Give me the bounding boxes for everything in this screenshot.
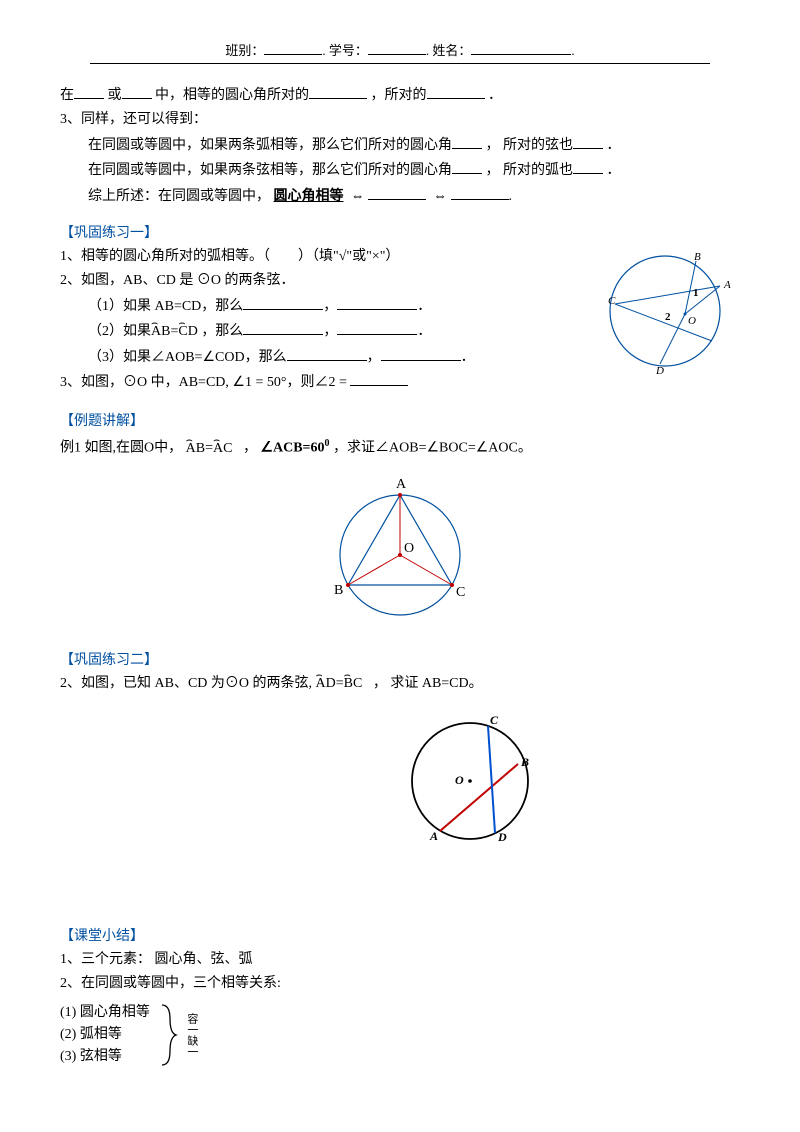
text: 或 xyxy=(108,88,122,103)
summary-l1: 1、三个元素： 圆心角、弦、弧 xyxy=(60,949,740,971)
svg-text:A: A xyxy=(396,477,407,492)
svg-text:C: C xyxy=(608,295,616,307)
intro-line-4: 在同圆或等圆中，如果两条弦相等，那么它们所对的圆心角 ， 所对的弧也 ． xyxy=(60,159,740,182)
svg-text:C: C xyxy=(456,585,465,600)
figure-2: A B C O xyxy=(60,470,740,635)
text-underline: 圆心角相等 xyxy=(274,189,344,204)
text: ， 求证 AB=CD。 xyxy=(373,676,483,691)
intro-line-5: 综上所述：在同圆或等圆中， 圆心角相等 ⇔ ⇔ . xyxy=(60,185,740,208)
intro-line-2: 3、同样，还可以得到： xyxy=(60,109,740,131)
header-rule xyxy=(90,63,710,64)
section-example: 【例题讲解】 xyxy=(60,410,740,430)
text: ． xyxy=(488,88,502,103)
text: ，那么 xyxy=(201,324,243,339)
brace-icon xyxy=(158,1003,178,1067)
figure-3: O A B C D xyxy=(210,706,740,861)
id-label: 学号： xyxy=(329,43,368,58)
text: ∠ACB=60 xyxy=(260,441,324,456)
text: 在 xyxy=(60,88,74,103)
page-header: 班别：. 学号：. 姓名：. xyxy=(60,40,740,59)
svg-text:O: O xyxy=(404,541,414,556)
figure-1: A B C D O 1 2 xyxy=(590,246,740,381)
sup: 0 xyxy=(325,438,330,449)
svg-text:A: A xyxy=(429,829,438,843)
example-body: 例1 如图,在圆O中， ⌢AB=⌢AC ， ∠ACB=600 ，求证∠AOB=∠… xyxy=(60,436,740,460)
section-practice-2: 【巩固练习二】 xyxy=(60,649,740,669)
svg-text:A: A xyxy=(723,279,731,291)
section-practice-1: 【巩固练习一】 xyxy=(60,222,740,242)
text: ． xyxy=(607,138,621,153)
class-label: 班别： xyxy=(225,43,264,58)
text: 2、如图，已知 AB、CD 为⊙O 的两条弦, xyxy=(60,676,312,691)
summary-brace: (1) 圆心角相等 (2) 弧相等 (3) 弦相等 容一缺一 xyxy=(60,1002,740,1069)
svg-text:B: B xyxy=(520,755,529,769)
svg-text:O: O xyxy=(688,315,696,327)
summary-vtext: 容一缺一 xyxy=(184,1013,200,1057)
summary-b2: (2) 弧相等 xyxy=(60,1024,150,1046)
text: 例1 如图,在圆O中， xyxy=(60,441,182,456)
summary-b3: (3) 弦相等 xyxy=(60,1046,150,1068)
svg-text:2: 2 xyxy=(665,311,671,323)
text: （3）如果∠AOB=∠COD，那么 xyxy=(88,350,287,365)
text: ， 所对的弧也 xyxy=(486,163,574,178)
text: ，求证∠AOB=∠BOC=∠AOC。 xyxy=(333,441,532,456)
text: 在同圆或等圆中，如果两条弦相等，那么它们所对的圆心角 xyxy=(88,163,452,178)
svg-text:D: D xyxy=(655,365,664,376)
summary-b1: (1) 圆心角相等 xyxy=(60,1002,150,1024)
svg-text:B: B xyxy=(334,583,343,598)
text: 3、如图，⊙O 中，AB=CD, ∠1 = 50°，则∠2 = xyxy=(60,375,350,390)
section-summary: 【课堂小结】 xyxy=(60,925,740,945)
intro-line-1: 在 或 中，相等的圆心角所对的 ，所对的 ． xyxy=(60,84,740,107)
text: ， xyxy=(243,441,257,456)
text: 综上所述：在同圆或等圆中， xyxy=(88,189,270,204)
text: ． xyxy=(607,163,621,178)
svg-text:D: D xyxy=(497,830,507,844)
svg-text:C: C xyxy=(490,713,499,727)
name-label: 姓名： xyxy=(432,43,471,58)
text: （1）如果 AB=CD，那么 xyxy=(88,299,243,314)
intro-line-3: 在同圆或等圆中，如果两条弧相等，那么它们所对的圆心角 ， 所对的弦也 ． xyxy=(60,134,740,157)
svg-text:B: B xyxy=(694,251,701,263)
text: 在同圆或等圆中，如果两条弧相等，那么它们所对的圆心角 xyxy=(88,138,452,153)
svg-text:1: 1 xyxy=(693,287,699,299)
svg-text:O: O xyxy=(455,773,464,787)
text: 中，相等的圆心角所对的 xyxy=(155,88,309,103)
summary-l2: 2、在同圆或等圆中，三个相等关系: xyxy=(60,973,740,995)
text: ， 所对的弦也 xyxy=(486,138,574,153)
text: （2）如果 xyxy=(88,324,151,339)
p2-q: 2、如图，已知 AB、CD 为⊙O 的两条弦, ⌢AD=⌢BC ， 求证 AB=… xyxy=(60,673,740,695)
text: ，所对的 xyxy=(371,88,427,103)
